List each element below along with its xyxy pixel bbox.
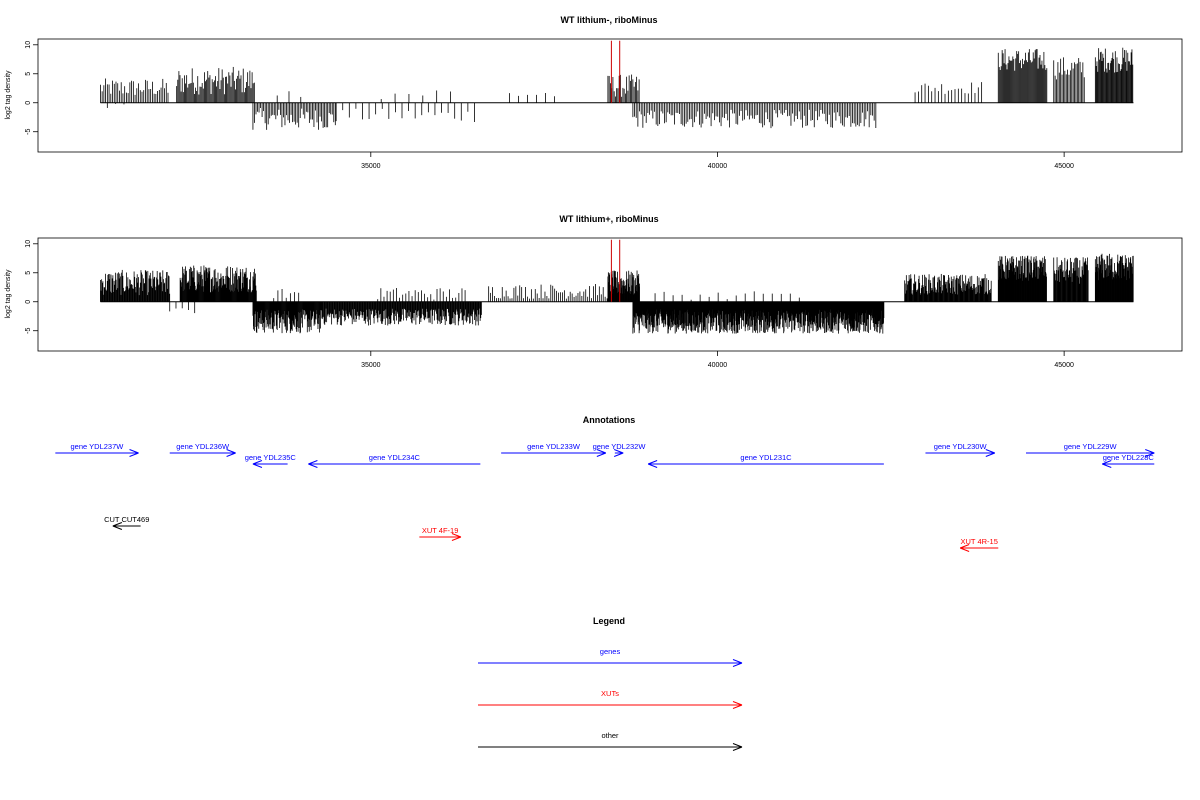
feature-gene: gene YDL237W [55, 442, 139, 457]
y-tick-label: 5 [25, 271, 32, 275]
feature-label: gene YDL237W [71, 442, 125, 451]
feature-label: gene YDL234C [369, 453, 421, 462]
y-tick-label: 10 [25, 240, 32, 248]
feature-xut: XUT 4R-15 [959, 537, 999, 552]
feature-arrow-head [226, 449, 236, 454]
feature-arrow-head [252, 460, 263, 465]
feature-xut: XUT 4F-19 [419, 526, 462, 541]
x-tick-label: 40000 [708, 362, 728, 369]
x-axis: 35000 40000 45000 [361, 152, 1074, 170]
legend-arrow-head [732, 704, 743, 709]
x-tick-label: 45000 [1054, 163, 1074, 170]
x-tick-label: 35000 [361, 362, 381, 369]
legend-item-xut: XUTs [478, 689, 743, 709]
legend-title: Legend [593, 616, 625, 626]
feature-arrow-head [1102, 463, 1112, 468]
y-tick-label: -5 [25, 328, 32, 334]
feature-arrow-head [308, 463, 318, 468]
legend-label: other [601, 731, 619, 740]
y-tick-label: 0 [25, 300, 32, 304]
y-axis: -5 0 5 10 [25, 41, 38, 135]
feature-label: gene YDL231C [740, 453, 792, 462]
feature-label: CUT CUT469 [104, 515, 149, 524]
feature-arrow-head [596, 449, 607, 454]
feature-arrow-head [959, 547, 970, 552]
legend-arrow-head [732, 701, 743, 706]
feature-gene: gene YDL228C [1102, 453, 1154, 468]
feature-arrow-head [112, 525, 123, 530]
feature-arrow-head [647, 463, 658, 468]
feature-gene: gene YDL231C [647, 453, 884, 468]
legend-arrow-head [732, 743, 743, 748]
feature-arrow-head [129, 452, 139, 457]
feature-list: gene YDL237W gene YDL236W gene YDL235C gene… [55, 442, 1155, 552]
feature-arrow-head [985, 449, 995, 454]
feature-label: gene YDL230W [934, 442, 988, 451]
feature-label: gene YDL228C [1103, 453, 1155, 462]
track-panel-lithium-minus: WT lithium-, riboMinus -5 0 5 10 35000 40000… [5, 15, 1183, 170]
feature-arrow-head [451, 536, 462, 541]
y-axis-label: log2 tag density [5, 70, 12, 120]
feature-label: XUT 4F-19 [422, 526, 459, 535]
feature-gene: gene YDL230W [925, 442, 995, 457]
legend-items: genes XUTs other [478, 647, 743, 751]
feature-gene: gene YDL234C [308, 453, 481, 468]
panel-title: WT lithium-, riboMinus [561, 15, 658, 25]
feature-arrow-head [1145, 449, 1155, 454]
plot-frame [37, 38, 1183, 153]
legend-arrow-head [732, 659, 743, 664]
feature-arrow-head [1102, 460, 1112, 465]
feature-label: XUT 4R-15 [961, 537, 998, 546]
y-axis-label: log2 tag density [5, 269, 12, 319]
feature-arrow-head [613, 449, 624, 454]
legend-label: genes [600, 647, 621, 656]
feature-arrow-head [959, 544, 970, 549]
y-axis: -5 0 5 10 [25, 240, 38, 334]
feature-arrow-head [647, 460, 658, 465]
legend-arrow-head [732, 662, 743, 667]
feature-arrow-head [129, 449, 139, 454]
signal-bars [100, 40, 1134, 130]
legend-arrow-head [732, 746, 743, 751]
feature-arrow-head [226, 452, 236, 457]
feature-label: gene YDL232W [593, 442, 647, 451]
feature-gene: gene YDL232W [593, 442, 647, 457]
feature-arrow-head [112, 522, 123, 527]
feature-gene: gene YDL229W [1026, 442, 1155, 457]
x-tick-label: 40000 [708, 163, 728, 170]
panel-title: WT lithium+, riboMinus [559, 214, 658, 224]
signal-bars [100, 239, 1134, 334]
feature-label: gene YDL229W [1064, 442, 1118, 451]
legend-label: XUTs [601, 689, 619, 698]
x-axis: 35000 40000 45000 [361, 351, 1074, 369]
feature-gene: gene YDL235C [245, 453, 297, 468]
annotations-panel: Annotations gene YDL237W gene YDL236Wgene… [55, 415, 1155, 552]
x-tick-label: 35000 [361, 163, 381, 170]
feature-arrow-head [1145, 452, 1155, 457]
feature-arrow-head [451, 533, 462, 538]
feature-label: gene YDL235C [245, 453, 297, 462]
legend: Legend genes XUTs other [478, 616, 743, 751]
feature-arrow-head [596, 452, 607, 457]
feature-arrow-head [985, 452, 995, 457]
feature-label: gene YDL236W [176, 442, 230, 451]
x-tick-label: 45000 [1054, 362, 1074, 369]
legend-item-other: other [478, 731, 743, 751]
feature-arrow-head [308, 460, 318, 465]
feature-other: CUT CUT469 [104, 515, 149, 530]
feature-gene: gene YDL233W [501, 442, 607, 457]
y-tick-label: 5 [25, 72, 32, 76]
y-tick-label: -5 [25, 129, 32, 135]
feature-arrow-head [252, 463, 263, 468]
legend-item-gene: genes [478, 647, 743, 667]
track-panel-lithium-plus: WT lithium+, riboMinus -5 0 5 10 35000 40000… [5, 214, 1183, 369]
y-tick-label: 0 [25, 101, 32, 105]
y-tick-label: 10 [25, 41, 32, 49]
plot-frame [37, 237, 1183, 352]
annotations-title: Annotations [583, 415, 636, 425]
feature-arrow-head [613, 452, 624, 457]
feature-label: gene YDL233W [527, 442, 581, 451]
feature-gene: gene YDL236W [169, 442, 236, 457]
